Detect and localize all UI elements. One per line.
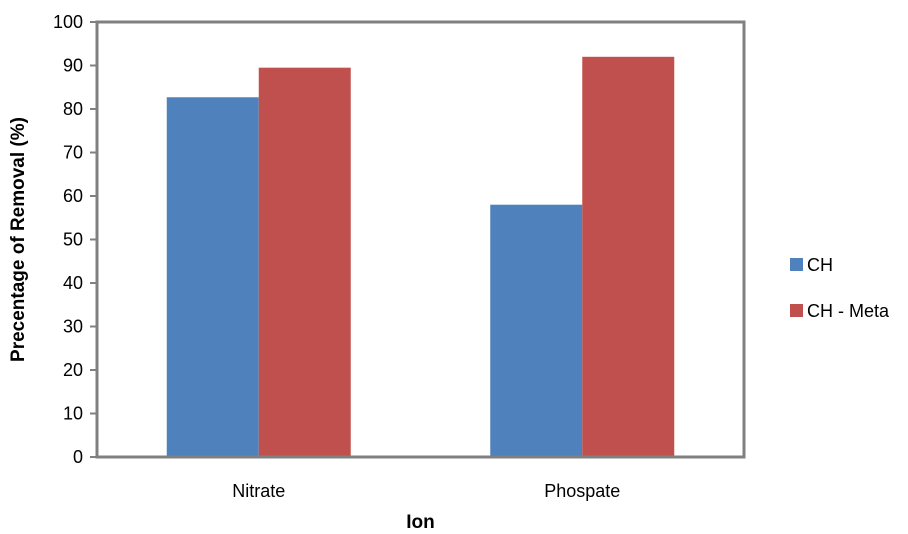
y-tick-label: 90 bbox=[63, 56, 83, 76]
y-tick-label: 60 bbox=[63, 186, 83, 206]
y-tick-label: 70 bbox=[63, 143, 83, 163]
y-tick-label: 0 bbox=[73, 447, 83, 467]
legend-label: CH bbox=[807, 255, 833, 275]
y-axis-title: Precentage of Removal (%) bbox=[8, 117, 29, 362]
legend: CH CH - Meta bbox=[790, 255, 890, 321]
bar-ch-phospate bbox=[490, 204, 583, 457]
x-tick-label: Phospate bbox=[544, 481, 620, 501]
y-tick-label: 100 bbox=[53, 12, 83, 32]
x-axis-title: Ion bbox=[406, 512, 435, 533]
bars bbox=[166, 56, 675, 458]
y-axis-ticks: 0 10 20 30 40 50 60 70 80 90 100 bbox=[53, 12, 97, 467]
plot-area-frame bbox=[95, 20, 746, 459]
y-tick-label: 40 bbox=[63, 273, 83, 293]
y-tick-label: 50 bbox=[63, 230, 83, 250]
legend-label: CH - Meta bbox=[807, 301, 890, 321]
legend-swatch bbox=[790, 304, 803, 317]
x-axis-tick-labels: Nitrate Phospate bbox=[232, 481, 620, 501]
y-tick-label: 20 bbox=[63, 360, 83, 380]
y-tick-label: 80 bbox=[63, 99, 83, 119]
bar-ch-nitrate bbox=[166, 97, 259, 457]
y-tick-label: 10 bbox=[63, 404, 83, 424]
bar-ch-meta-nitrate bbox=[258, 67, 351, 458]
legend-swatch bbox=[790, 258, 803, 271]
x-tick-label: Nitrate bbox=[232, 481, 285, 501]
bar-ch-meta-phospate bbox=[582, 56, 675, 458]
y-tick-label: 30 bbox=[63, 317, 83, 337]
